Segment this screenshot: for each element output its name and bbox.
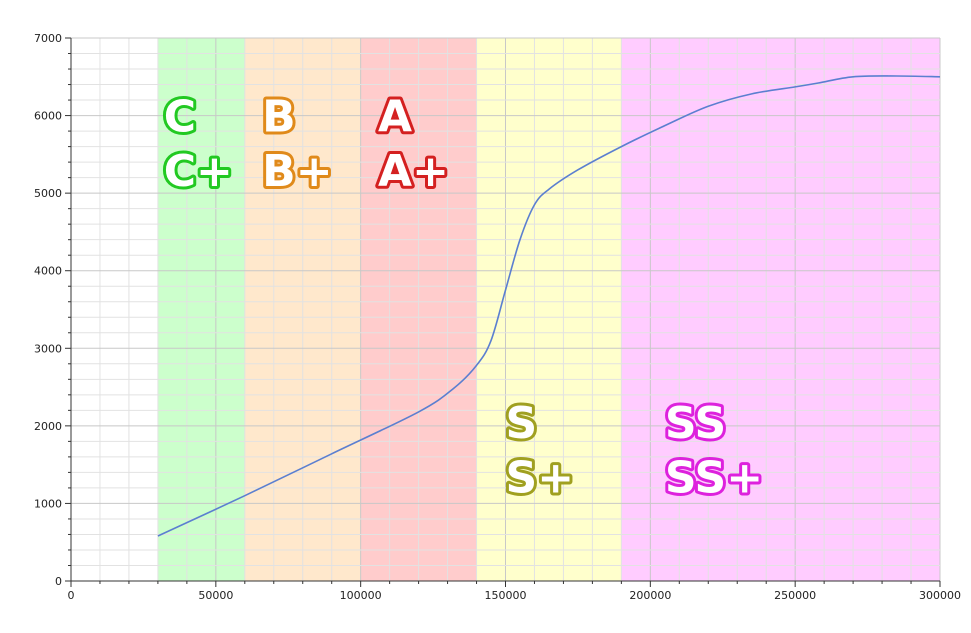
grade-label-b-plus: B+	[262, 146, 332, 197]
grade-band-0	[157, 38, 245, 581]
grade-bands	[157, 38, 940, 581]
grade-label-ss: SS	[665, 398, 726, 449]
y-tick-label: 4000	[34, 265, 62, 278]
y-tick-label: 5000	[34, 187, 62, 200]
grade-label-ss-plus: SS+	[665, 452, 763, 503]
grade-label-s: S	[506, 398, 538, 449]
grade-label-a-plus: A+	[378, 146, 449, 197]
x-tick-label: 200000	[629, 589, 671, 602]
axes: 0 1000 2000 3000 4000 5000 6000 7000 0 50000 10000…	[34, 32, 961, 602]
y-tick-label: 1000	[34, 497, 62, 510]
grade-label-a: A	[378, 92, 412, 143]
series	[157, 75, 941, 537]
x-tick-label: 0	[68, 589, 75, 602]
grade-label-c: C	[164, 92, 196, 143]
grade-label-s-plus: S+	[506, 452, 575, 503]
x-tick-label: 150000	[485, 589, 527, 602]
grade-band-4	[621, 38, 940, 581]
y-tick-label: 6000	[34, 110, 62, 123]
grade-label-c-plus: C+	[164, 146, 233, 197]
y-tick-label: 7000	[34, 32, 62, 45]
x-tick-label: 300000	[919, 589, 961, 602]
y-tick-label: 3000	[34, 342, 62, 355]
grade-label-b: B	[262, 92, 296, 143]
x-tick-label: 250000	[774, 589, 816, 602]
series-line-0	[157, 75, 941, 537]
y-tick-label: 0	[55, 575, 62, 588]
x-tick-label: 100000	[340, 589, 382, 602]
y-tick-label: 2000	[34, 420, 62, 433]
x-tick-label: 50000	[198, 589, 233, 602]
